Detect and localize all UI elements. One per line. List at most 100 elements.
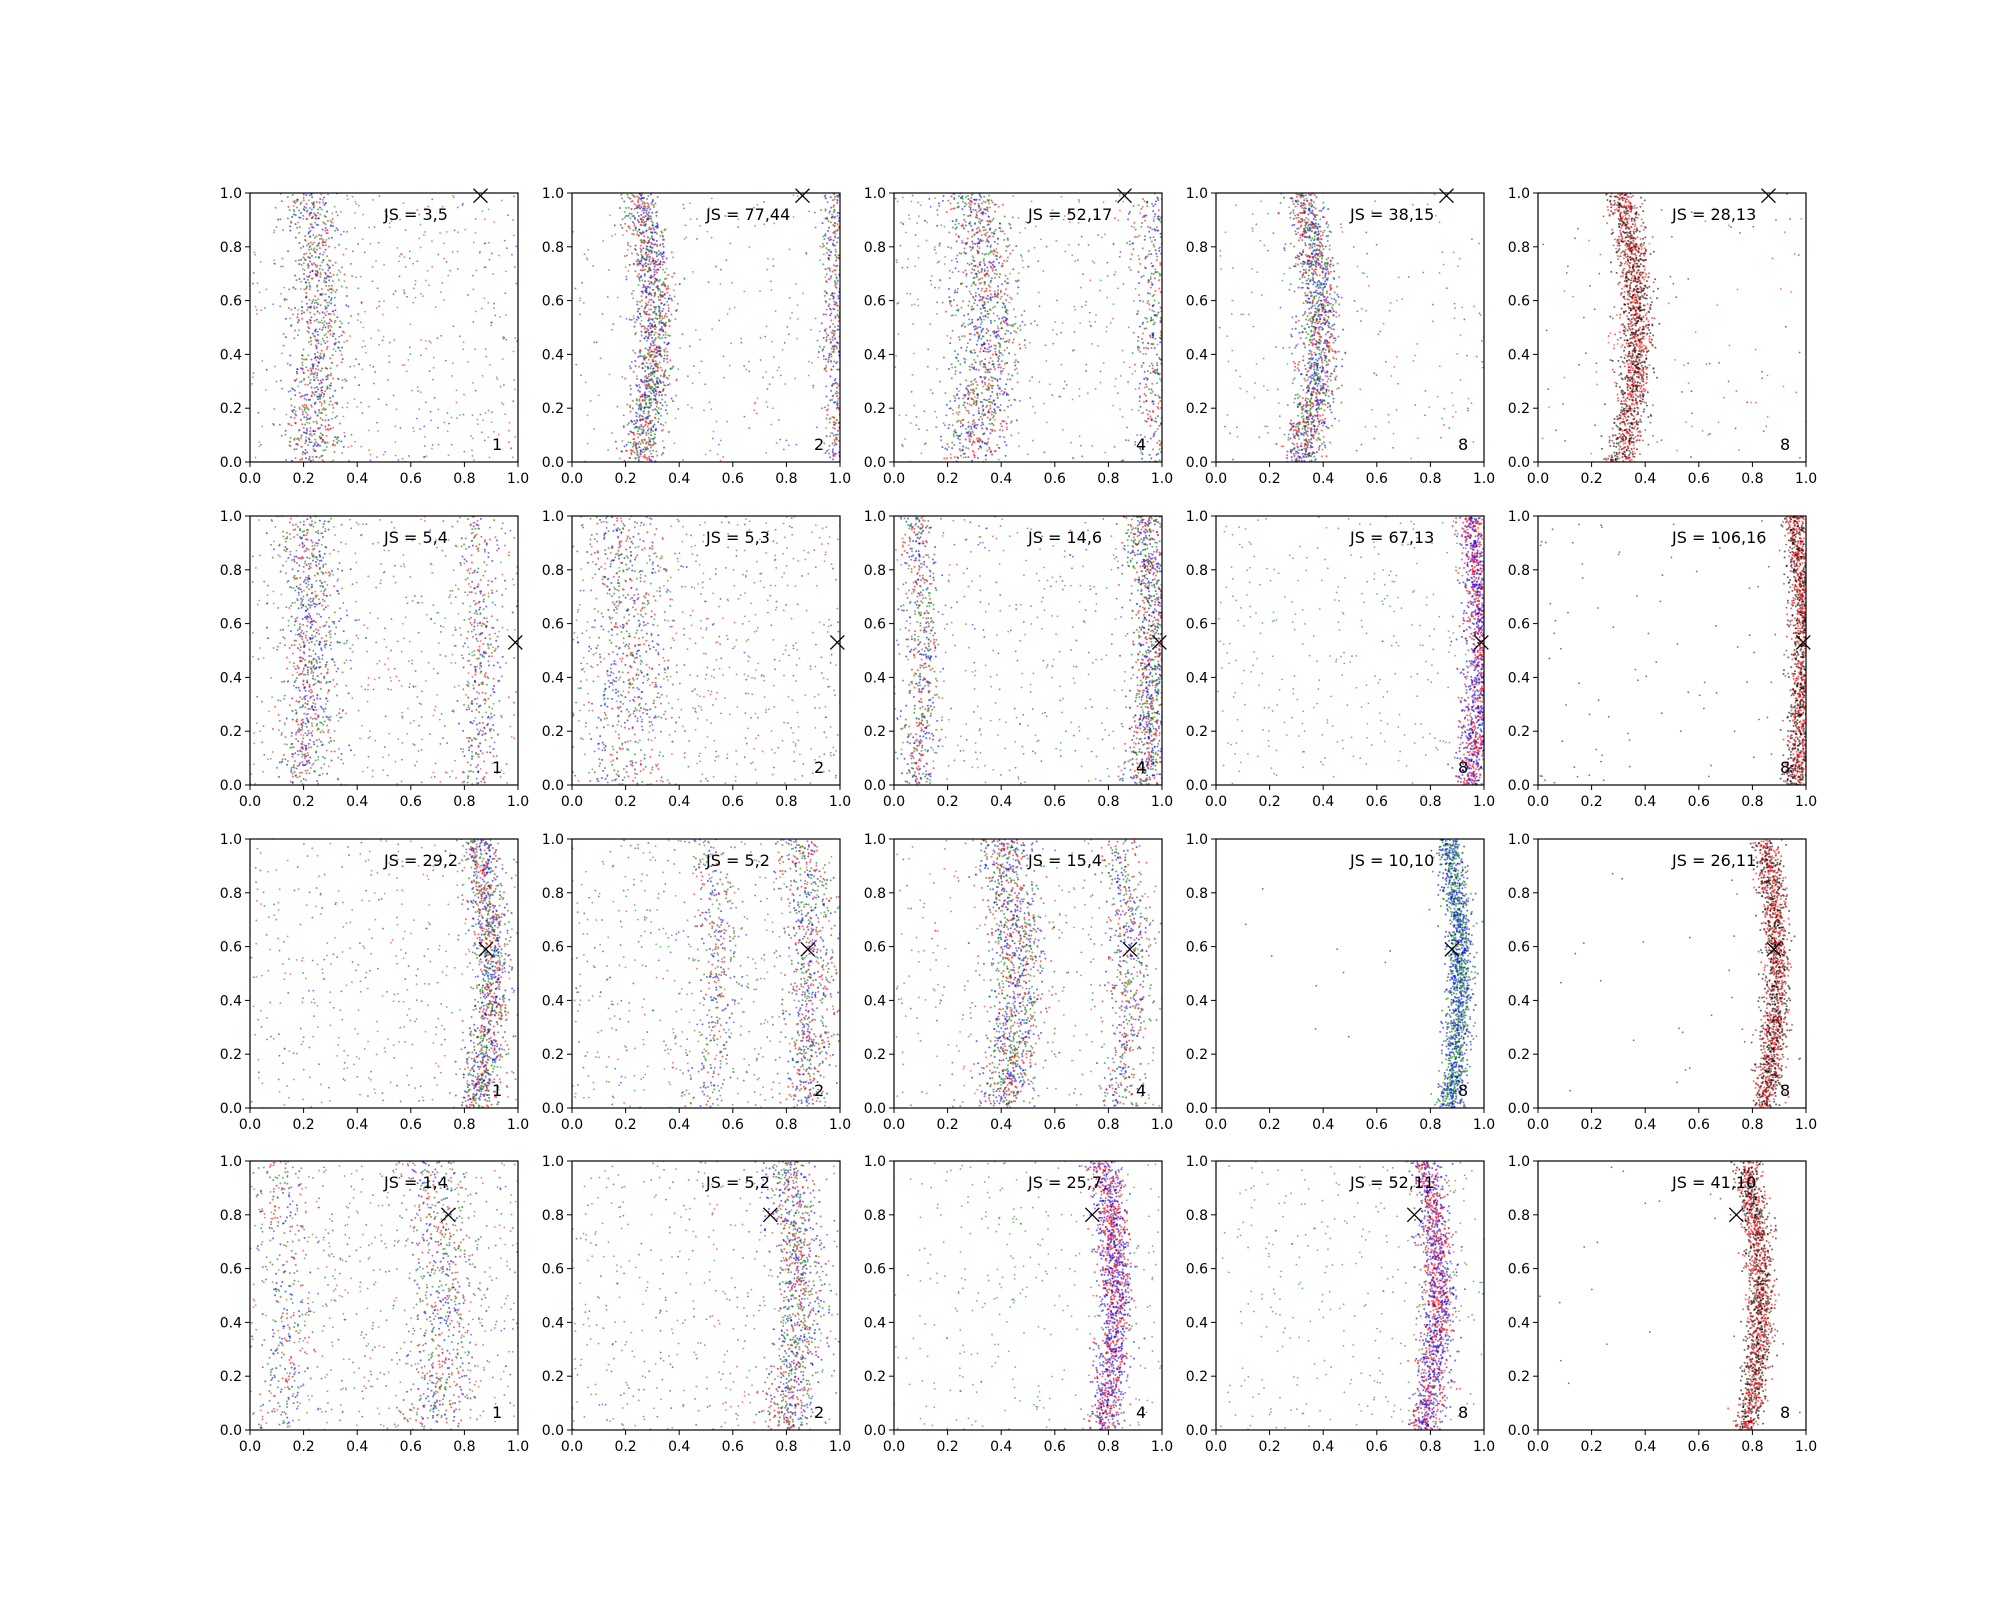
data-point bbox=[1143, 238, 1146, 241]
data-point bbox=[324, 223, 327, 226]
data-point bbox=[1121, 459, 1124, 462]
data-point bbox=[1013, 330, 1016, 333]
data-point bbox=[318, 234, 321, 237]
data-point bbox=[770, 423, 773, 426]
data-point bbox=[1056, 299, 1058, 302]
data-point bbox=[323, 408, 326, 411]
data-point bbox=[316, 422, 319, 425]
data-point bbox=[827, 267, 830, 270]
data-point bbox=[972, 453, 975, 456]
data-point bbox=[329, 333, 332, 336]
data-point bbox=[643, 424, 646, 427]
data-point bbox=[296, 443, 299, 446]
data-point bbox=[641, 366, 644, 369]
data-point bbox=[1149, 424, 1152, 427]
data-point bbox=[621, 218, 624, 221]
data-point bbox=[1003, 238, 1006, 241]
data-point bbox=[634, 445, 637, 448]
data-point bbox=[979, 363, 982, 366]
data-point bbox=[654, 413, 657, 416]
data-point bbox=[828, 239, 831, 242]
data-point bbox=[822, 244, 825, 247]
data-point bbox=[300, 408, 303, 411]
data-point bbox=[315, 455, 318, 458]
data-point bbox=[1080, 235, 1083, 238]
data-point bbox=[989, 293, 992, 296]
data-point bbox=[305, 287, 308, 290]
data-point bbox=[407, 358, 410, 361]
data-point bbox=[640, 432, 643, 435]
data-point bbox=[825, 300, 828, 303]
data-point bbox=[639, 322, 642, 325]
data-point bbox=[328, 403, 331, 406]
data-point bbox=[978, 271, 981, 274]
data-point bbox=[335, 438, 338, 441]
data-point bbox=[662, 303, 665, 306]
data-point bbox=[834, 315, 837, 318]
data-point bbox=[974, 209, 977, 212]
data-point bbox=[967, 435, 970, 438]
data-point bbox=[329, 259, 332, 262]
data-point bbox=[504, 270, 507, 273]
data-point bbox=[650, 427, 653, 430]
data-point bbox=[579, 297, 582, 300]
data-point bbox=[830, 432, 832, 434]
y-tick-label: 0.0 bbox=[220, 455, 242, 471]
data-point bbox=[643, 235, 646, 238]
data-point bbox=[295, 378, 298, 381]
data-point bbox=[996, 396, 999, 399]
data-point bbox=[654, 360, 657, 363]
data-point bbox=[992, 415, 995, 418]
data-point bbox=[936, 209, 939, 212]
data-point bbox=[1014, 364, 1017, 367]
data-point bbox=[618, 457, 621, 460]
data-point bbox=[825, 308, 828, 311]
data-point bbox=[640, 449, 643, 452]
data-point bbox=[662, 235, 665, 238]
data-point bbox=[966, 402, 969, 405]
data-point bbox=[1134, 228, 1137, 231]
data-point bbox=[1042, 270, 1045, 272]
data-point bbox=[660, 284, 663, 287]
data-point bbox=[1114, 271, 1117, 273]
data-point bbox=[654, 211, 657, 214]
data-point bbox=[1121, 415, 1124, 418]
data-point bbox=[970, 380, 973, 383]
data-point bbox=[1003, 409, 1006, 412]
data-point bbox=[340, 210, 342, 213]
data-point bbox=[622, 234, 624, 237]
data-point bbox=[987, 378, 990, 381]
data-point bbox=[949, 302, 951, 305]
data-point bbox=[656, 232, 659, 235]
data-point bbox=[950, 246, 953, 249]
data-point bbox=[420, 339, 422, 341]
data-point bbox=[318, 328, 321, 331]
subplot-1-3: 0.0 0.2 0.4 0.6 0.8 1.00.00.20.40.60.81.0JS =… bbox=[864, 186, 1173, 487]
data-point bbox=[814, 317, 817, 320]
data-point bbox=[837, 439, 840, 442]
data-point bbox=[970, 307, 973, 310]
data-point bbox=[448, 422, 450, 425]
data-point bbox=[424, 279, 427, 282]
data-point bbox=[643, 412, 646, 415]
data-point bbox=[638, 277, 641, 280]
data-point bbox=[652, 203, 655, 206]
data-point bbox=[316, 274, 319, 277]
data-point bbox=[343, 431, 346, 434]
data-point bbox=[960, 306, 963, 309]
data-point bbox=[965, 346, 968, 349]
data-point bbox=[973, 269, 976, 272]
data-point bbox=[332, 411, 334, 414]
data-point bbox=[335, 227, 338, 230]
data-point bbox=[327, 330, 330, 333]
data-point bbox=[1020, 256, 1023, 258]
data-point bbox=[643, 450, 646, 453]
data-point bbox=[1007, 340, 1010, 343]
data-point bbox=[640, 249, 643, 252]
data-point bbox=[497, 433, 500, 436]
data-point bbox=[327, 428, 330, 431]
data-point bbox=[981, 213, 984, 216]
data-point bbox=[630, 419, 633, 422]
data-point bbox=[292, 208, 295, 211]
data-point bbox=[280, 200, 283, 203]
